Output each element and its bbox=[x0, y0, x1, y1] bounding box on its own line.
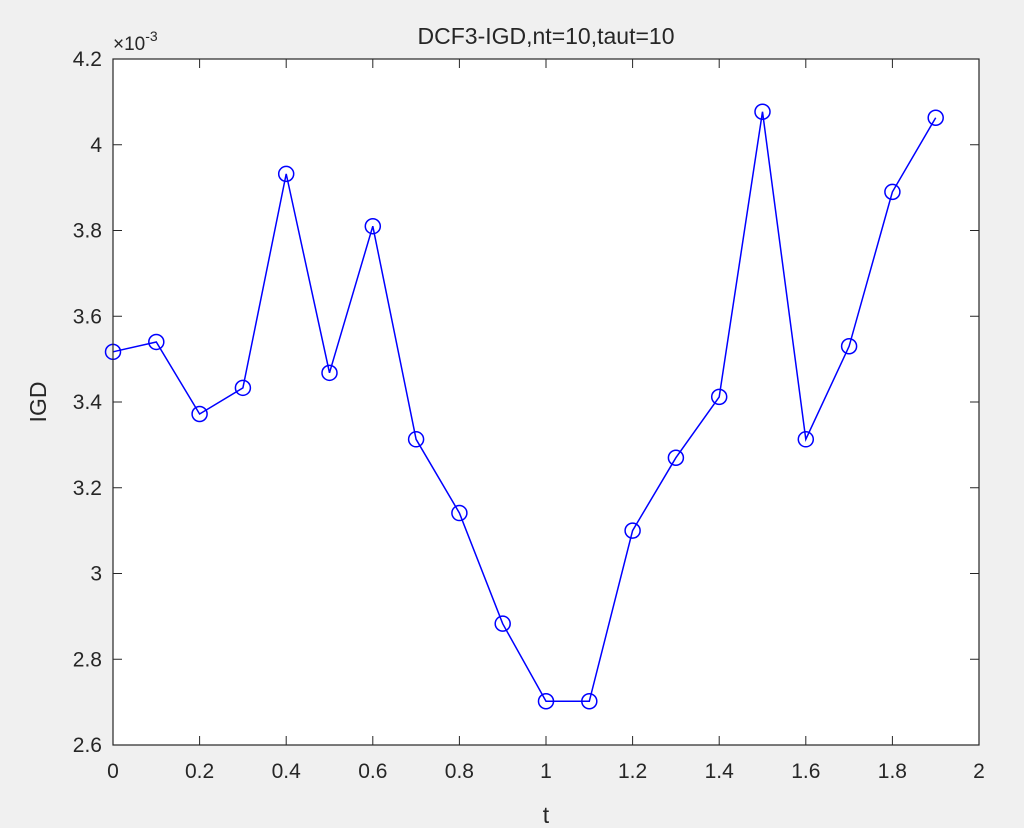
data-point-marker bbox=[840, 338, 858, 355]
data-point-marker bbox=[624, 522, 641, 539]
x-tick-label: 1.8 bbox=[878, 760, 907, 783]
data-point-marker bbox=[277, 165, 295, 183]
y-exponent-label: ×10-3 bbox=[113, 28, 158, 55]
x-tick-label: 1.6 bbox=[791, 760, 820, 783]
y-exponent-power: -3 bbox=[145, 28, 158, 44]
x-tick-label: 1.2 bbox=[618, 760, 647, 783]
data-point-marker bbox=[754, 103, 771, 120]
y-tick-label: 2.6 bbox=[73, 734, 102, 757]
x-tick-label: 0.4 bbox=[272, 760, 302, 783]
chart-title: DCF3-IGD,nt=10,taut=10 bbox=[418, 23, 675, 49]
data-point-marker bbox=[884, 183, 901, 201]
x-tick-label: 1 bbox=[540, 760, 552, 783]
data-point-marker bbox=[710, 388, 728, 406]
x-tick-label: 0.8 bbox=[445, 760, 474, 783]
series-line bbox=[112, 111, 937, 703]
y-tick-label: 4.2 bbox=[73, 48, 102, 71]
y-tick-label: 4 bbox=[90, 134, 102, 157]
x-tick-label: 0.6 bbox=[358, 760, 387, 783]
data-point-marker bbox=[537, 693, 555, 710]
x-tick-label: 1.4 bbox=[705, 760, 735, 783]
axes-box bbox=[112, 58, 980, 746]
data-point-marker bbox=[494, 615, 511, 632]
data-point-marker bbox=[148, 333, 165, 351]
y-tick-label: 3 bbox=[90, 563, 102, 586]
plot-area bbox=[113, 59, 979, 745]
data-point-marker bbox=[797, 431, 815, 448]
y-exponent-prefix: ×10 bbox=[113, 34, 145, 55]
y-tick-label: 2.8 bbox=[73, 648, 102, 671]
y-axis-label: IGD bbox=[25, 382, 51, 423]
y-tick-label: 3.2 bbox=[73, 477, 102, 500]
data-point-marker bbox=[234, 379, 252, 397]
data-point-marker bbox=[927, 109, 944, 126]
x-tick-label: 0 bbox=[107, 760, 119, 783]
y-tick-label: 3.4 bbox=[73, 391, 103, 414]
y-tick-label: 3.8 bbox=[73, 220, 102, 243]
data-point-marker bbox=[407, 431, 425, 448]
data-point-marker bbox=[191, 405, 208, 423]
data-point-marker bbox=[321, 364, 338, 382]
data-point-marker bbox=[581, 693, 598, 710]
data-point-marker bbox=[364, 217, 382, 235]
data-point-marker bbox=[667, 449, 685, 466]
x-tick-label: 2 bbox=[973, 760, 985, 783]
y-tick-label: 3.6 bbox=[73, 305, 102, 328]
x-axis-label: t bbox=[543, 802, 550, 828]
data-point-marker bbox=[451, 504, 468, 522]
x-tick-label: 0.2 bbox=[185, 760, 214, 783]
